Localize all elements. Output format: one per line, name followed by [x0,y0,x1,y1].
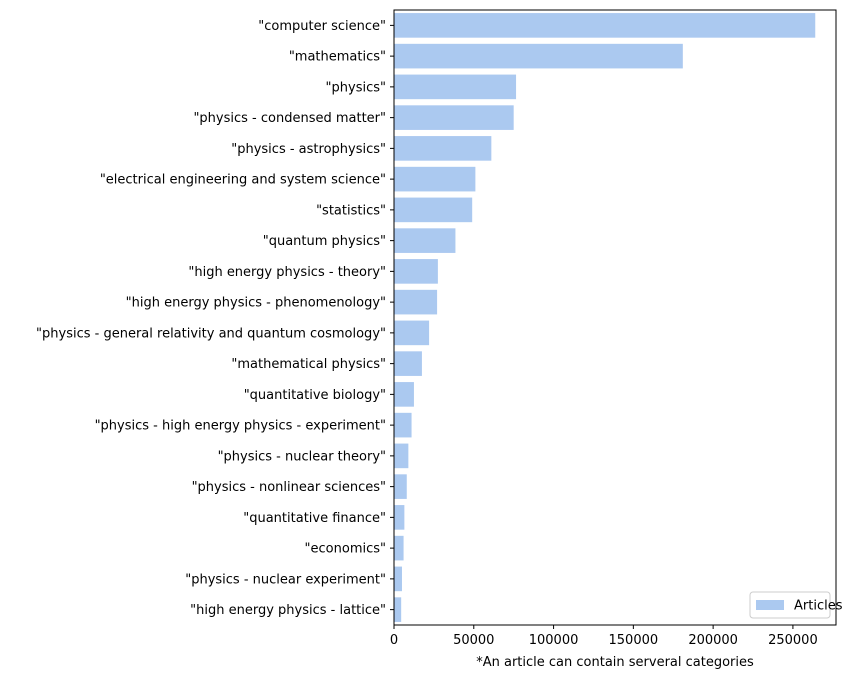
legend-label: Articles [794,599,843,614]
x-tick-label: 0 [390,633,398,648]
bar [394,74,517,100]
bar [394,166,476,192]
x-axis-ticks: 0 50000 100000 150000 200000 250000 [390,625,818,648]
category-label: "physics - general relativity and quantu… [36,326,386,341]
bar [394,443,409,469]
bar [394,228,456,253]
bar [394,259,438,284]
category-label: "mathematical physics" [231,357,386,372]
category-label: "high energy physics - lattice" [190,603,386,618]
bar [394,320,430,346]
legend-box [749,591,831,619]
category-label: "physics - nuclear theory" [218,449,386,464]
category-label: "economics" [305,542,386,557]
category-label: "computer science" [258,19,386,34]
category-label: "physics" [326,80,386,95]
bar [394,136,492,161]
bar [394,351,422,376]
x-tick-label: 150000 [609,633,659,648]
bar [394,197,473,223]
category-label: "quantitative finance" [243,511,386,526]
bar [394,474,407,499]
category-label: "high energy physics - theory" [188,265,386,280]
bar [394,105,514,130]
bar [394,505,405,530]
category-label: "physics - astrophysics" [231,142,386,157]
x-tick-label: 100000 [529,633,579,648]
category-label: "physics - condensed matter" [193,111,386,126]
x-axis-label: *An article can contain serveral categor… [476,655,754,670]
category-label: "physics - nuclear experiment" [185,572,386,587]
bar [394,289,438,315]
bar [394,13,816,38]
x-tick-label: 200000 [688,633,738,648]
bar [394,43,683,69]
category-label: "physics - high energy physics - experim… [95,419,386,434]
bar [394,597,402,622]
legend: Articles [749,591,843,619]
bar [394,412,412,438]
category-label: "statistics" [316,203,386,218]
bars-group [394,13,816,622]
x-tick-label: 50000 [453,633,494,648]
bar [394,382,414,407]
category-label: "quantum physics" [263,234,386,249]
bar [394,535,404,561]
category-label: "electrical engineering and system scien… [100,173,386,188]
bar [394,566,402,592]
x-tick-label: 250000 [768,633,818,648]
category-label: "physics - nonlinear sciences" [192,480,386,495]
category-label: "mathematics" [289,50,386,65]
legend-swatch [756,600,784,610]
axes-frame [393,9,837,626]
category-tick-labels: "computer science" "mathematics" "physics"… [36,19,394,618]
category-label: "high energy physics - phenomenology" [126,296,386,311]
category-label: "quantitative biology" [244,388,386,403]
